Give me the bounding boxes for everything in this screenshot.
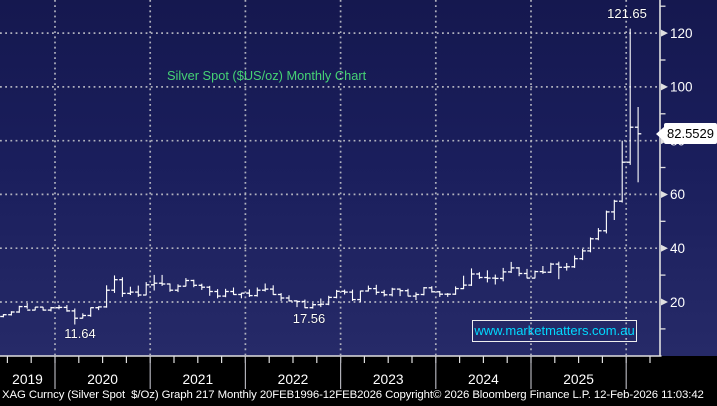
y-axis-tick-label: 40 bbox=[670, 241, 685, 256]
status-bar: XAG Curncy (Silver Spot $/Oz) Graph 217 … bbox=[0, 388, 717, 406]
y-tick-arrow bbox=[661, 298, 668, 306]
y-axis-tick-label: 100 bbox=[670, 80, 693, 95]
low-2022-annotation: 17.56 bbox=[292, 311, 326, 326]
x-axis-year-label: 2020 bbox=[87, 372, 118, 387]
x-axis-year-label: 2019 bbox=[12, 372, 43, 387]
y-axis-tick-label: 120 bbox=[670, 26, 693, 41]
x-axis-year-label: 2022 bbox=[278, 372, 309, 387]
watermark-link[interactable]: www.marketmatters.com.au bbox=[472, 320, 637, 342]
status-bar-text: XAG Curncy (Silver Spot $/Oz) Graph 217 … bbox=[2, 389, 704, 401]
plot-background bbox=[0, 0, 717, 356]
y-tick-arrow bbox=[661, 190, 668, 198]
x-axis-year-label: 2025 bbox=[563, 372, 594, 387]
y-axis-tick-label: 60 bbox=[670, 187, 685, 202]
axis-labels: 2040608010012020192020202120222023202420… bbox=[12, 26, 692, 387]
x-axis-year-label: 2021 bbox=[182, 372, 213, 387]
price-bars bbox=[0, 28, 642, 325]
covid-low-annotation: 11.64 bbox=[64, 326, 96, 341]
gridlines bbox=[0, 0, 660, 355]
x-axis-year-label: 2023 bbox=[373, 372, 404, 387]
last-price-value: 82.5529 bbox=[667, 126, 714, 141]
chart-title-annotation: Silver Spot ($US/oz) Monthly Chart bbox=[167, 68, 367, 83]
last-price-tag: 82.5529 bbox=[664, 123, 717, 144]
y-axis-tick-label: 20 bbox=[670, 295, 685, 310]
y-tick-arrow bbox=[661, 83, 668, 91]
y-tick-arrow bbox=[661, 29, 668, 37]
high-price-annotation: 121.65 bbox=[607, 6, 647, 21]
x-axis-year-label: 2024 bbox=[468, 372, 499, 387]
y-tick-arrow bbox=[661, 244, 668, 252]
